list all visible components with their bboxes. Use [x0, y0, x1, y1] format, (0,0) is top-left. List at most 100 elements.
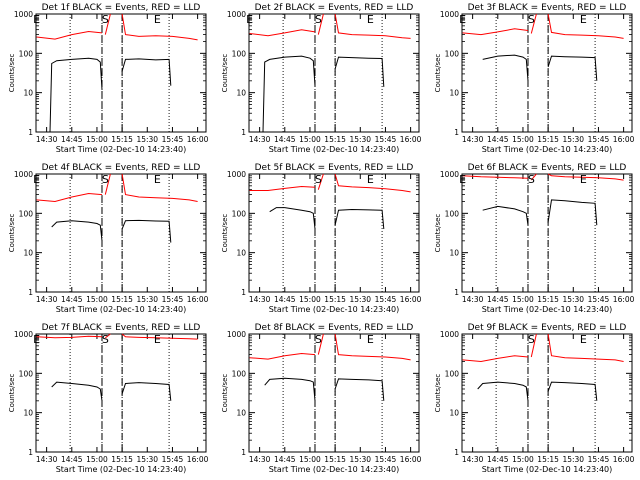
event-marker-label: S: [102, 333, 109, 346]
y-tick-label: 1000: [440, 10, 459, 19]
y-tick-label: 100: [232, 209, 247, 218]
x-tick-label: 14:30: [462, 135, 484, 144]
lld-rate-line: [462, 175, 529, 179]
lld-rate-line: [334, 333, 411, 361]
y-tick-label: 100: [445, 369, 460, 378]
y-tick-label: 1: [454, 448, 459, 457]
x-tick-label: 15:00: [512, 135, 534, 144]
event-marker-label: E: [580, 173, 587, 186]
lld-rate-line: [547, 173, 624, 181]
x-tick-label: 14:30: [249, 135, 271, 144]
y-tick-label: 10: [236, 89, 246, 98]
y-tick-label: 100: [445, 209, 460, 218]
x-axis-label: Start Time (02-Dec-10 14:23:40): [269, 305, 400, 314]
x-axis-label: Start Time (02-Dec-10 14:23:40): [482, 305, 613, 314]
y-tick-label: 100: [445, 49, 460, 58]
y-tick-label: 1: [241, 128, 246, 137]
event-rate-line: [547, 381, 598, 401]
lld-rate-line: [36, 335, 103, 339]
x-tick-label: 14:30: [462, 455, 484, 464]
panel-title: Det 7f BLACK = Events, RED = LLD: [42, 323, 201, 333]
x-tick-label: 14:30: [36, 135, 58, 144]
x-tick-label: 16:00: [187, 135, 209, 144]
panel-3: Det 3f BLACK = Events, RED = LLD 1 10 100 10…: [434, 3, 635, 154]
x-tick-label: 16:00: [400, 455, 422, 464]
x-tick-label: 15:00: [86, 295, 108, 304]
event-marker-label: E: [154, 173, 161, 186]
y-tick-label: 1000: [227, 10, 246, 19]
panel-title: Det 5f BLACK = Events, RED = LLD: [255, 163, 414, 173]
panel-title: Det 8f BLACK = Events, RED = LLD: [255, 323, 414, 333]
event-rate-line: [482, 205, 529, 226]
panel-4: Det 4f BLACK = Events, RED = LLD 1 10 100 10…: [8, 163, 209, 314]
x-tick-label: 15:15: [537, 295, 559, 304]
event-marker-label: E: [154, 13, 161, 26]
x-tick-label: 15:45: [588, 135, 610, 144]
y-tick-label: 1000: [440, 330, 459, 339]
x-tick-label: 15:30: [349, 135, 371, 144]
y-tick-label: 1000: [227, 330, 246, 339]
y-tick-label: 1: [241, 288, 246, 297]
x-tick-label: 15:00: [512, 455, 534, 464]
y-tick-label: 1: [454, 288, 459, 297]
y-tick-label: 1: [28, 128, 33, 137]
y-axis-label: Counts/sec: [221, 374, 229, 413]
x-tick-label: 14:45: [61, 295, 83, 304]
event-marker-label: E: [580, 333, 587, 346]
x-tick-label: 14:30: [249, 295, 271, 304]
y-tick-label: 1: [28, 448, 33, 457]
x-tick-label: 14:45: [487, 455, 509, 464]
x-axis-label: Start Time (02-Dec-10 14:23:40): [56, 465, 187, 474]
x-axis-label: Start Time (02-Dec-10 14:23:40): [56, 145, 187, 154]
x-tick-label: 16:00: [187, 455, 209, 464]
x-tick-label: 15:00: [299, 455, 321, 464]
event-marker-label: S: [315, 333, 322, 346]
x-tick-label: 15:45: [162, 455, 184, 464]
lld-rate-line: [462, 28, 529, 36]
event-marker-label: E: [580, 13, 587, 26]
event-rate-line: [262, 55, 316, 133]
lld-rate-line: [121, 13, 198, 41]
x-tick-label: 15:00: [512, 295, 534, 304]
y-axis-label: Counts/sec: [8, 54, 16, 93]
event-marker-label: E: [33, 173, 40, 186]
y-tick-label: 1000: [14, 10, 33, 19]
event-rate-line: [482, 54, 529, 81]
y-axis-label: Counts/sec: [221, 214, 229, 253]
lld-rate-line: [36, 30, 103, 40]
x-tick-label: 15:00: [299, 135, 321, 144]
x-tick-label: 15:45: [162, 295, 184, 304]
event-marker-label: E: [246, 13, 253, 26]
panel-title: Det 4f BLACK = Events, RED = LLD: [42, 163, 201, 173]
event-rate-line: [121, 382, 172, 401]
event-rate-line: [269, 207, 316, 230]
y-tick-label: 10: [23, 249, 33, 258]
x-tick-label: 14:45: [274, 455, 296, 464]
x-tick-label: 16:00: [613, 295, 635, 304]
x-tick-label: 15:45: [375, 295, 397, 304]
lld-rate-line: [462, 355, 529, 363]
plot-frame: [248, 173, 420, 293]
event-rate-line: [264, 377, 316, 401]
x-axis-label: Start Time (02-Dec-10 14:23:40): [269, 465, 400, 474]
y-tick-label: 10: [236, 409, 246, 418]
x-tick-label: 15:15: [111, 295, 133, 304]
panel-title: Det 6f BLACK = Events, RED = LLD: [468, 163, 627, 173]
x-tick-label: 15:00: [86, 135, 108, 144]
y-tick-label: 1000: [14, 170, 33, 179]
y-axis-label: Counts/sec: [8, 214, 16, 253]
plot-frame: [461, 333, 633, 453]
x-tick-label: 15:00: [299, 295, 321, 304]
x-tick-label: 15:30: [349, 455, 371, 464]
lld-rate-line: [104, 173, 111, 195]
lld-rate-line: [249, 185, 316, 191]
y-tick-label: 10: [449, 409, 459, 418]
event-rate-line: [334, 56, 385, 87]
lld-rate-line: [317, 333, 324, 355]
x-tick-label: 16:00: [187, 295, 209, 304]
panel-title: Det 1f BLACK = Events, RED = LLD: [42, 3, 201, 13]
y-tick-label: 100: [232, 49, 247, 58]
event-marker-label: E: [154, 333, 161, 346]
x-tick-label: 16:00: [613, 135, 635, 144]
x-tick-label: 14:45: [274, 295, 296, 304]
